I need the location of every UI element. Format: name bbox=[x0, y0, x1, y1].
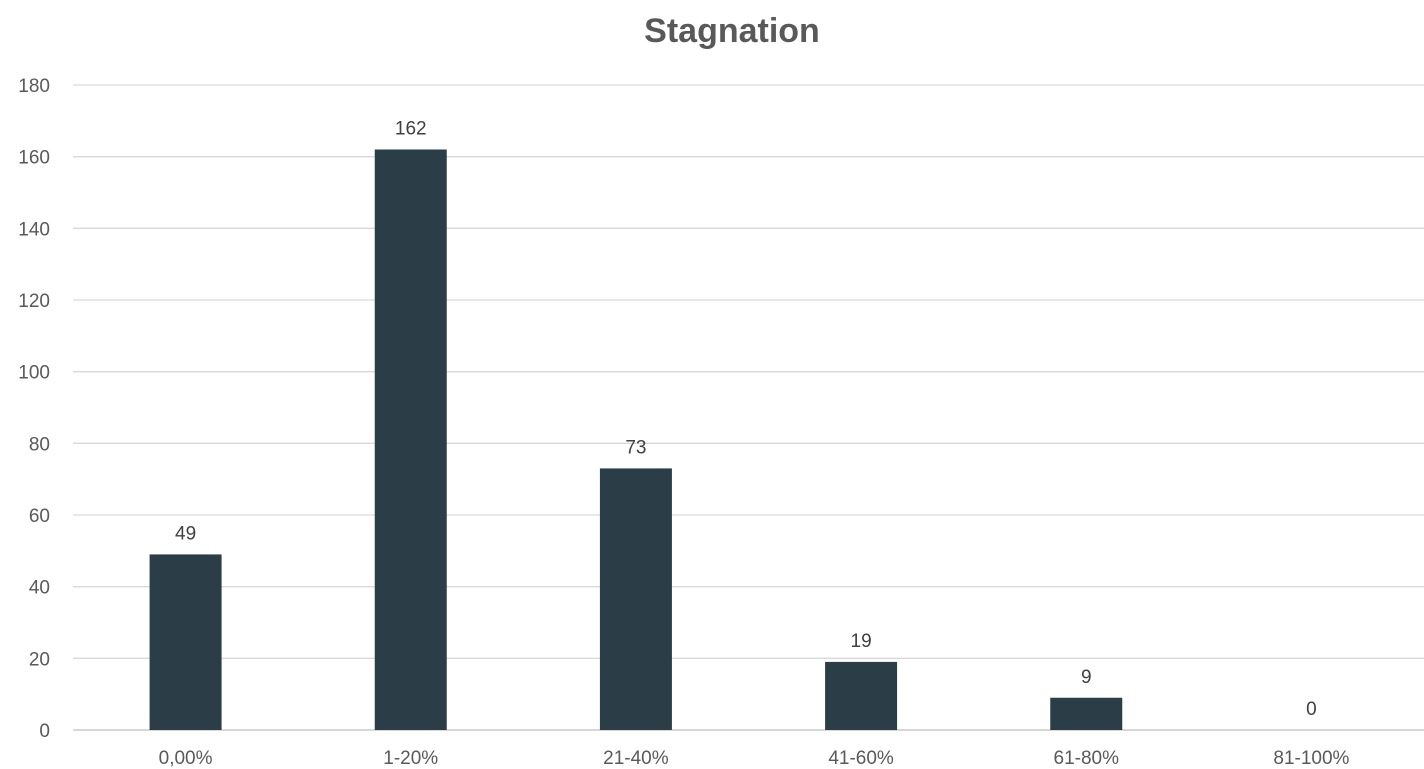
data-label: 49 bbox=[175, 523, 196, 544]
data-label: 9 bbox=[1081, 667, 1092, 688]
x-tick-label: 61-80% bbox=[1054, 748, 1120, 769]
bar bbox=[599, 468, 672, 730]
x-tick-label: 41-60% bbox=[828, 748, 894, 769]
y-tick-label: 80 bbox=[29, 434, 50, 455]
y-tick-label: 140 bbox=[18, 219, 50, 240]
y-tick-label: 100 bbox=[18, 363, 50, 384]
y-tick-label: 0 bbox=[39, 721, 50, 742]
y-axis-ticks: 0 20 40 60 80 100 120 140 160 180 bbox=[18, 76, 50, 742]
y-tick-label: 120 bbox=[18, 291, 50, 312]
bar bbox=[149, 554, 222, 730]
x-axis-ticks: 0,00% 1-20% 21-40% 41-60% 61-80% 81-100% bbox=[159, 748, 1350, 769]
y-tick-label: 40 bbox=[29, 578, 50, 599]
data-labels: 49 162 73 19 9 0 bbox=[175, 119, 1317, 721]
bar bbox=[374, 149, 447, 730]
data-label: 73 bbox=[625, 437, 646, 458]
y-tick-label: 20 bbox=[29, 649, 50, 670]
bar bbox=[825, 661, 898, 730]
data-label: 19 bbox=[851, 631, 872, 652]
data-label: 0 bbox=[1306, 699, 1317, 720]
y-tick-label: 180 bbox=[18, 76, 50, 97]
y-tick-label: 160 bbox=[18, 148, 50, 169]
y-tick-label: 60 bbox=[29, 506, 50, 527]
x-tick-label: 0,00% bbox=[159, 748, 213, 769]
x-tick-label: 1-20% bbox=[383, 748, 438, 769]
data-label: 162 bbox=[395, 119, 427, 140]
x-tick-label: 21-40% bbox=[603, 748, 669, 769]
bars bbox=[149, 149, 1123, 730]
chart-title: Stagnation bbox=[644, 12, 820, 50]
gridlines bbox=[73, 84, 1424, 731]
x-tick-label: 81-100% bbox=[1273, 748, 1349, 769]
bar bbox=[1050, 697, 1123, 730]
